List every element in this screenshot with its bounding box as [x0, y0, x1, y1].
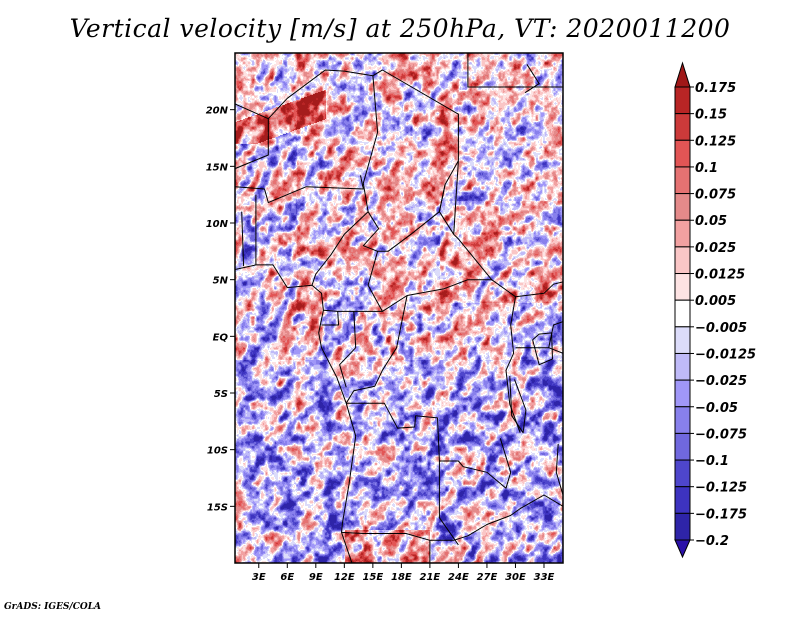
colorbar-bottom-arrow: [674, 539, 691, 559]
colorbar-label: 0.0125: [695, 268, 745, 283]
boundary-line: [453, 160, 563, 298]
colorbar-label: −0.1: [695, 454, 729, 469]
velocity-field-shading: [235, 53, 563, 563]
grads-credit: GrADS: IGES/COLA: [4, 602, 102, 612]
lon-tick-label: 24E: [448, 572, 469, 583]
colorbar-label: 0.025: [695, 241, 736, 256]
lon-tick-label: 27E: [477, 572, 498, 583]
colorbar-label: 0.175: [695, 81, 736, 96]
longitude-axis: 3E 6E 9E 12E 15E 18E 21E 24E 27E 30E 33E: [252, 563, 555, 583]
lon-tick-label: 18E: [391, 572, 412, 583]
map-panel: [235, 53, 563, 563]
lon-tick-label: 33E: [534, 572, 555, 583]
lon-tick-label: 21E: [420, 572, 441, 583]
boundary-line: [532, 332, 553, 366]
lat-tick-label: 5N: [213, 276, 229, 287]
country-boundaries: [235, 53, 563, 563]
boundary-line: [235, 118, 269, 170]
lon-tick-label: 30E: [505, 572, 526, 583]
colorbar: 0.175 0.15 0.125 0.1 0.075 0.05 0.025 0.0125 0.0…: [674, 61, 756, 559]
colorbar-swatch: [674, 246, 691, 275]
colorbar-swatch: [674, 406, 691, 434]
lon-tick-label: 6E: [280, 572, 294, 583]
colorbar-swatch: [674, 326, 691, 354]
colorbar-label: −0.025: [695, 374, 747, 389]
colorbar-swatch: [674, 432, 691, 461]
colorbar-swatch: [674, 273, 691, 301]
lat-tick-label: 20N: [206, 106, 229, 117]
colorbar-label: 0.15: [695, 108, 727, 123]
colorbar-swatch: [674, 139, 691, 168]
colorbar-label: −0.075: [695, 427, 747, 442]
colorbar-swatch: [674, 166, 691, 195]
colorbar-label: 0.05: [695, 214, 727, 229]
boundary-line: [555, 443, 563, 496]
boundary-line: [438, 461, 459, 546]
lat-tick-label: EQ: [213, 332, 229, 343]
colorbar-label: −0.175: [695, 507, 747, 522]
lat-tick-label: 10N: [206, 219, 229, 230]
colorbar-top-arrow: [674, 61, 691, 88]
colorbar-swatch: [674, 113, 691, 141]
boundary-line: [438, 184, 455, 235]
boundary-line: [509, 375, 527, 434]
lat-tick-label: 15N: [206, 162, 229, 173]
colorbar-swatch: [674, 86, 691, 115]
boundary-line: [524, 64, 540, 94]
lat-tick-label: 15S: [207, 502, 228, 513]
colorbar-swatch: [674, 512, 691, 541]
colorbar-swatch: [674, 379, 691, 408]
colorbar-swatch: [674, 459, 691, 488]
colorbar-label: −0.005: [695, 321, 747, 336]
colorbar-label: −0.0125: [695, 347, 756, 362]
boundary-line: [339, 311, 357, 388]
colorbar-label: 0.1: [695, 161, 718, 176]
lon-tick-label: 3E: [252, 572, 266, 583]
boundary-line: [515, 321, 563, 349]
colorbar-label: 0.075: [695, 188, 736, 203]
lat-tick-label: 5S: [214, 389, 228, 400]
colorbar-label: 0.005: [695, 294, 736, 309]
boundary-line: [235, 175, 364, 204]
boundary-line: [321, 311, 340, 326]
latitude-axis: 20N 15N 10N 5N EQ 5S 10S 15S: [206, 106, 235, 513]
boundary-line: [345, 295, 408, 404]
lat-tick-label: 10S: [207, 446, 228, 457]
colorbar-swatch: [674, 486, 691, 514]
colorbar-swatch: [674, 352, 691, 381]
boundary-line: [548, 347, 563, 354]
boundary-line: [241, 211, 245, 267]
boundary-line: [235, 264, 357, 563]
boundary-line: [311, 211, 369, 286]
boundary-line: [341, 494, 563, 541]
lon-tick-label: 9E: [309, 572, 323, 583]
map-frame: [234, 52, 564, 564]
colorbar-swatch: [674, 299, 691, 328]
colorbar-label: 0.125: [695, 134, 736, 149]
colorbar-label: −0.2: [695, 534, 729, 549]
boundary-line: [467, 53, 563, 88]
boundary-line: [235, 69, 459, 161]
colorbar-swatch: [674, 193, 691, 221]
lon-tick-label: 12E: [334, 572, 355, 583]
lon-tick-label: 15E: [362, 572, 383, 583]
colorbar-swatch: [674, 219, 691, 248]
colorbar-label: −0.05: [695, 401, 738, 416]
colorbar-label: −0.125: [695, 481, 747, 496]
chart-title: Vertical velocity [m/s] at 250hPa, VT: 2…: [69, 14, 731, 43]
